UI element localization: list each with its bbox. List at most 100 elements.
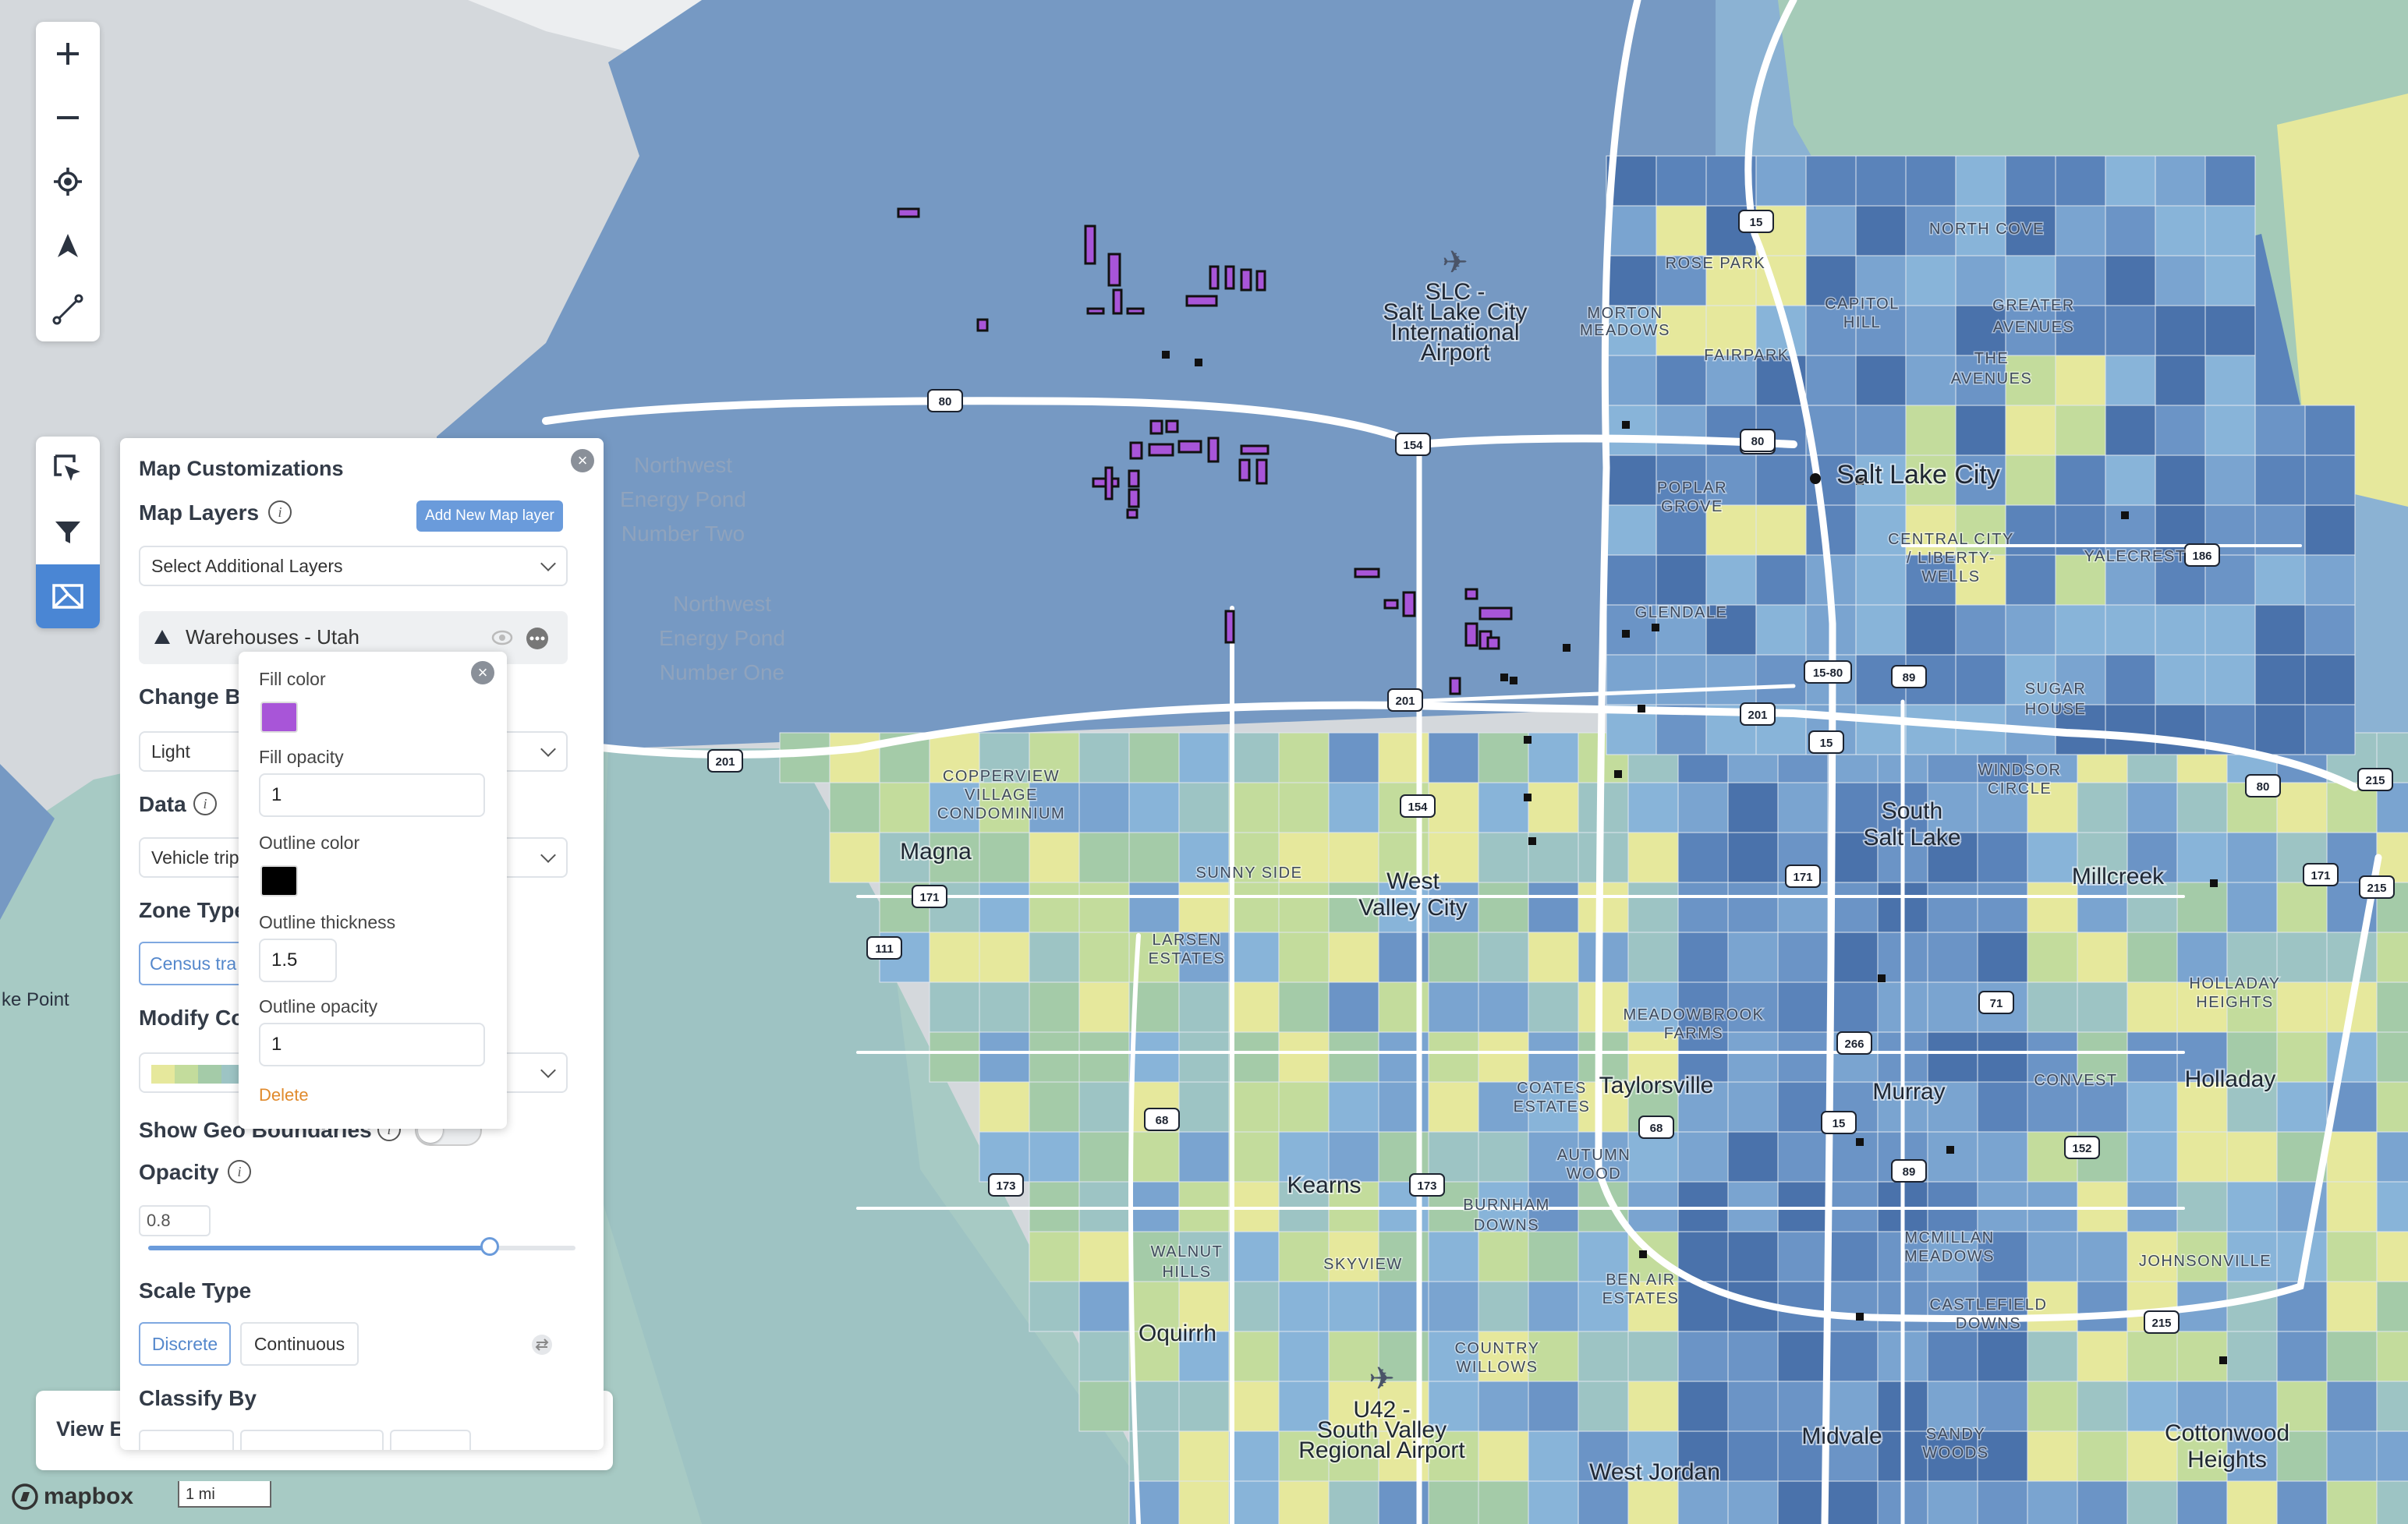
- warehouse-point[interactable]: [2210, 879, 2218, 887]
- compass-button[interactable]: [36, 214, 100, 278]
- warehouse-polygon[interactable]: [1112, 288, 1123, 315]
- warehouse-point[interactable]: [1946, 1146, 1954, 1154]
- warehouse-polygon[interactable]: [1464, 588, 1478, 600]
- locate-button[interactable]: [36, 150, 100, 214]
- outline-color-swatch[interactable]: [260, 865, 298, 896]
- warehouse-point[interactable]: [1856, 1138, 1864, 1146]
- warehouse-polygon[interactable]: [1185, 295, 1218, 307]
- warehouse-point[interactable]: [1162, 351, 1170, 359]
- warehouse-polygon[interactable]: [1104, 466, 1114, 500]
- warehouse-polygon[interactable]: [1107, 253, 1121, 287]
- warehouse-polygon[interactable]: [1128, 469, 1140, 488]
- warehouse-polygon[interactable]: [1224, 265, 1235, 290]
- opacity-input[interactable]: 0.8: [139, 1205, 211, 1236]
- warehouse-polygons[interactable]: [897, 207, 2227, 1364]
- filter-button[interactable]: [36, 500, 100, 564]
- popup-close-button[interactable]: ×: [471, 661, 494, 684]
- warehouse-polygon[interactable]: [1224, 610, 1235, 644]
- warehouse-point[interactable]: [1614, 770, 1622, 778]
- warehouse-point[interactable]: [1524, 794, 1532, 801]
- highway-shield-label: 89: [1903, 671, 1916, 684]
- warehouse-polygon[interactable]: [1449, 677, 1461, 695]
- warehouse-point[interactable]: [1856, 1313, 1864, 1321]
- fill-opacity-input[interactable]: 1: [259, 773, 485, 817]
- warehouse-polygon[interactable]: [1383, 599, 1399, 610]
- zoom-out-button[interactable]: [36, 86, 100, 150]
- warehouse-polygon[interactable]: [1177, 440, 1202, 454]
- warehouse-polygon[interactable]: [1478, 606, 1513, 621]
- info-icon[interactable]: i: [193, 792, 217, 815]
- warehouse-point[interactable]: [1524, 736, 1532, 744]
- warehouse-polygon[interactable]: [1149, 419, 1163, 435]
- warehouse-point[interactable]: [1878, 974, 1886, 982]
- warehouse-point[interactable]: [1528, 837, 1536, 845]
- warehouse-point[interactable]: [1563, 644, 1571, 652]
- place-label: AUTUMN: [1557, 1147, 1631, 1164]
- census-tract: [1705, 255, 1757, 306]
- mapbox-attribution[interactable]: mapbox: [11, 1481, 133, 1512]
- measure-button[interactable]: [36, 278, 100, 341]
- outline-thickness-input[interactable]: 1.5: [259, 939, 337, 982]
- warehouse-polygon[interactable]: [1086, 307, 1105, 315]
- eye-icon[interactable]: [491, 628, 513, 647]
- warehouse-point[interactable]: [1638, 705, 1645, 712]
- warehouse-point[interactable]: [1500, 674, 1508, 681]
- classify-option[interactable]: [390, 1430, 471, 1450]
- warehouse-point[interactable]: [2121, 511, 2129, 519]
- warehouse-point[interactable]: [1856, 477, 1864, 485]
- warehouse-polygon[interactable]: [1354, 568, 1380, 578]
- add-map-layer-button[interactable]: Add New Map layer: [416, 500, 563, 532]
- delete-layer-link[interactable]: Delete: [259, 1085, 309, 1105]
- warehouse-polygon[interactable]: [1165, 419, 1179, 433]
- warehouse-polygon[interactable]: [1238, 458, 1251, 482]
- census-tract: [2077, 1430, 2128, 1482]
- warehouse-point[interactable]: [1195, 359, 1202, 366]
- zoom-in-button[interactable]: [36, 22, 100, 86]
- census-tract: [2176, 1031, 2228, 1083]
- warehouse-polygon[interactable]: [1255, 458, 1268, 485]
- scale-type-continuous[interactable]: Continuous: [240, 1322, 359, 1366]
- classify-option[interactable]: [139, 1430, 234, 1450]
- opacity-slider-handle[interactable]: [480, 1237, 500, 1256]
- opacity-slider[interactable]: [148, 1237, 575, 1256]
- warehouse-polygon[interactable]: [1084, 225, 1096, 265]
- warehouse-polygon[interactable]: [1240, 268, 1252, 292]
- warehouse-polygon[interactable]: [1240, 444, 1270, 455]
- classify-option[interactable]: [240, 1430, 384, 1450]
- warehouse-polygon[interactable]: [1207, 437, 1220, 463]
- fill-color-swatch[interactable]: [260, 702, 298, 733]
- warehouse-polygon[interactable]: [976, 318, 989, 332]
- warehouse-polygon[interactable]: [1148, 443, 1174, 457]
- warehouse-point[interactable]: [1622, 421, 1630, 429]
- warehouse-polygon[interactable]: [1464, 622, 1478, 647]
- warehouse-polygon[interactable]: [897, 207, 920, 218]
- info-icon[interactable]: i: [228, 1160, 251, 1183]
- warehouse-polygon[interactable]: [1486, 636, 1500, 650]
- warehouse-polygon[interactable]: [1126, 508, 1138, 519]
- warehouse-polygon[interactable]: [1402, 591, 1416, 617]
- warehouse-point[interactable]: [1622, 630, 1630, 638]
- select-tool-button[interactable]: [36, 437, 100, 500]
- warehouse-polygon[interactable]: [1255, 270, 1266, 292]
- warehouse-point[interactable]: [1510, 677, 1517, 684]
- warehouse-polygon[interactable]: [1126, 307, 1145, 315]
- more-options-icon[interactable]: [526, 627, 549, 650]
- outline-opacity-input[interactable]: 1: [259, 1023, 485, 1066]
- warehouse-point[interactable]: [1652, 624, 1659, 631]
- warehouse-polygon[interactable]: [1128, 488, 1140, 508]
- warehouse-point[interactable]: [1639, 1250, 1647, 1258]
- reverse-scale-icon[interactable]: [530, 1333, 554, 1356]
- map-style-button[interactable]: [36, 564, 100, 628]
- warehouse-point[interactable]: [2219, 1356, 2227, 1364]
- info-icon[interactable]: i: [268, 500, 292, 524]
- census-tract: [2126, 1480, 2178, 1524]
- highway-shield-label: 111: [875, 942, 893, 956]
- panel-close-button[interactable]: ×: [571, 449, 594, 472]
- warehouse-polygon[interactable]: [1129, 441, 1143, 460]
- select-additional-layers[interactable]: Select Additional Layers: [139, 546, 568, 586]
- layer-row-warehouses[interactable]: Warehouses - Utah: [139, 611, 568, 664]
- scale-type-discrete[interactable]: Discrete: [139, 1322, 231, 1366]
- warehouse-polygon[interactable]: [1209, 265, 1220, 290]
- census-tract: [1905, 255, 1956, 306]
